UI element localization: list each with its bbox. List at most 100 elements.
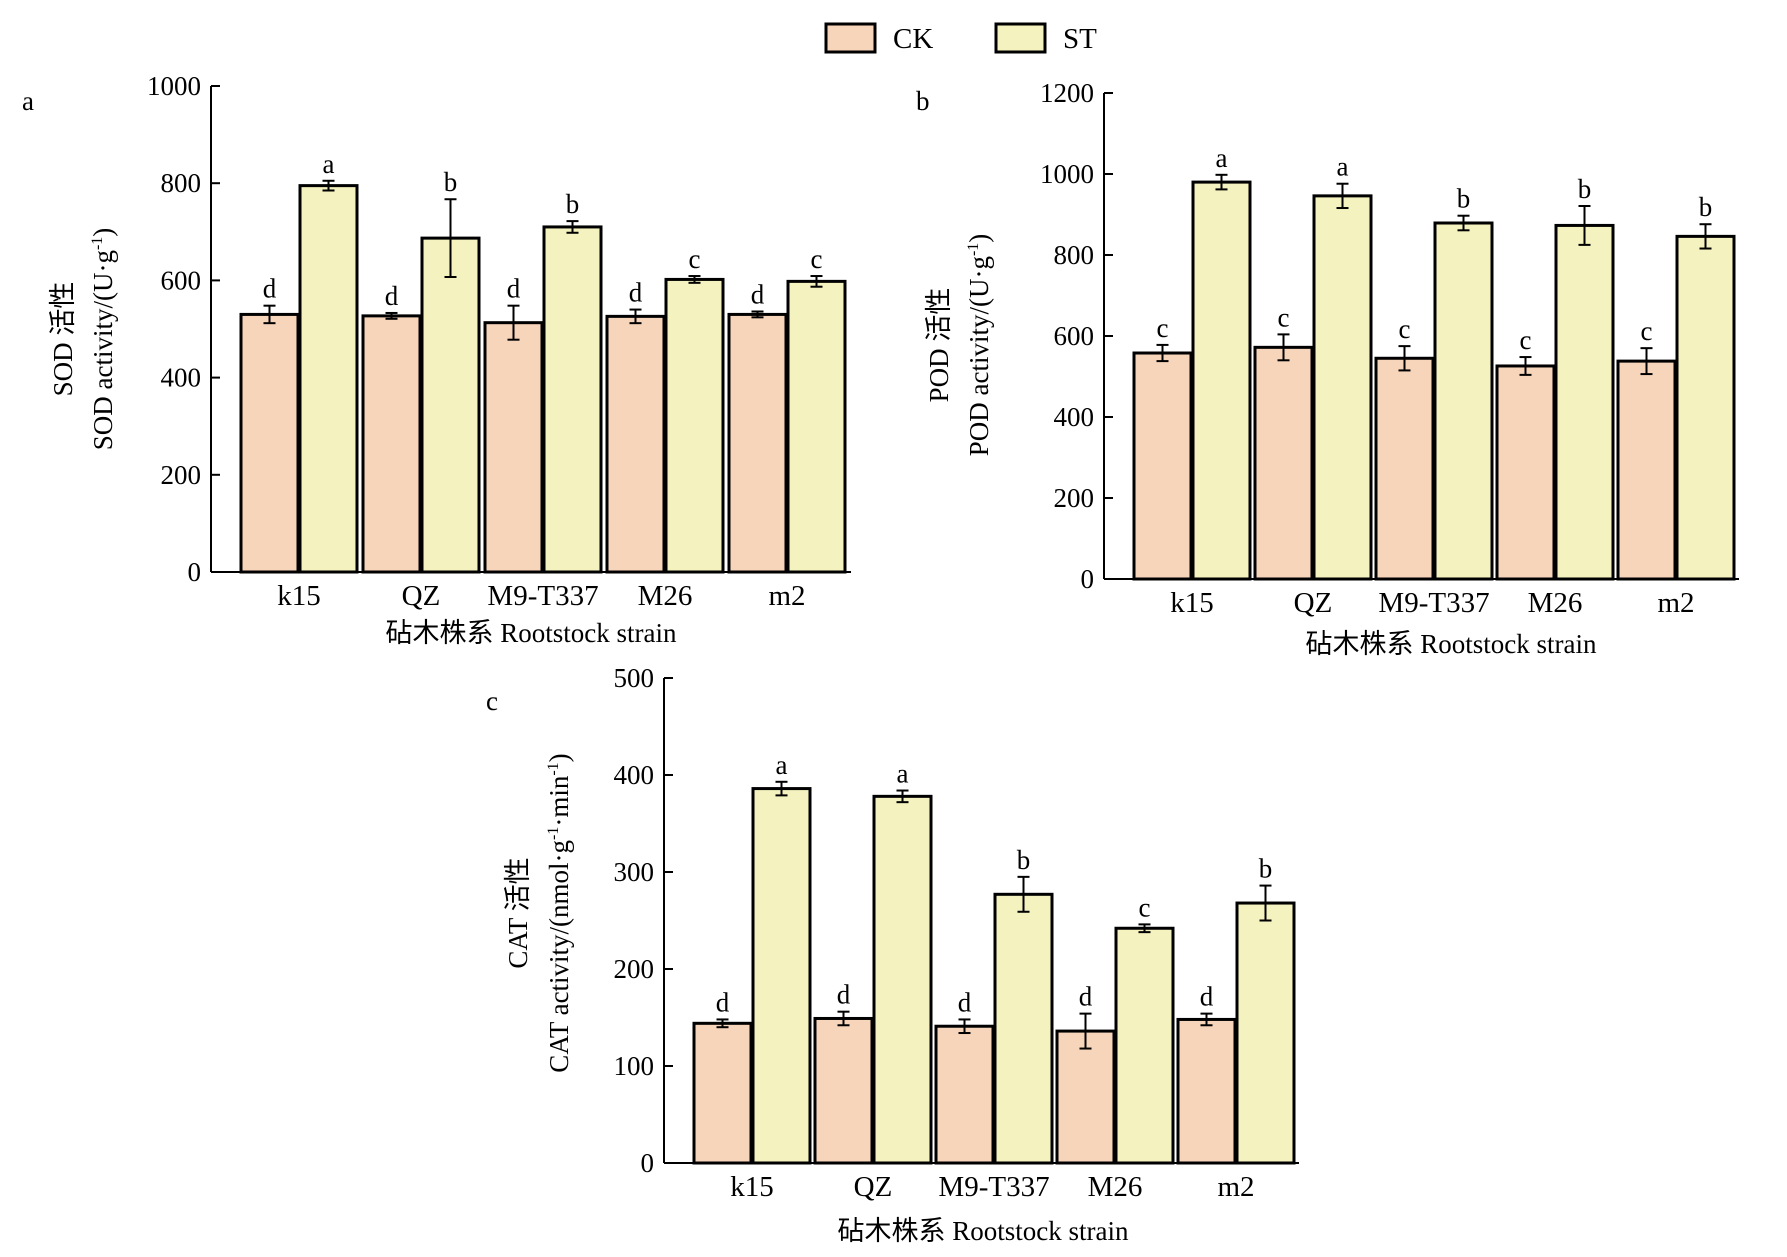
x-axis-label-cat: 砧木株系 Rootstock strain bbox=[838, 1216, 1129, 1246]
x-category-label: M9-T337 bbox=[1378, 587, 1489, 619]
x-category-label: QZ bbox=[854, 1171, 893, 1203]
y-tick-label: 800 bbox=[161, 168, 202, 198]
significance-letter: d bbox=[385, 281, 399, 311]
bar-st bbox=[993, 892, 1054, 1165]
bar-st bbox=[1114, 926, 1175, 1165]
y-tick-label: 100 bbox=[614, 1051, 655, 1081]
y-tick-label: 400 bbox=[1054, 402, 1095, 432]
significance-letter: c bbox=[1641, 316, 1653, 346]
x-category-label: QZ bbox=[402, 580, 441, 612]
bar-ck bbox=[1374, 356, 1435, 581]
bar-st bbox=[298, 184, 359, 574]
significance-letter: d bbox=[629, 278, 643, 308]
y-axis-label-en-pod: POD activity/(U·g-1) bbox=[964, 234, 994, 457]
significance-letter: b bbox=[444, 167, 458, 197]
x-category-label: k15 bbox=[730, 1171, 774, 1203]
bar-ck bbox=[727, 312, 788, 574]
x-category-label: M26 bbox=[638, 580, 693, 612]
chart-panel-pod: b POD 活性 POD activity/(U·g-1) 砧木株系 Roots… bbox=[916, 78, 1739, 659]
bar-ck bbox=[934, 1024, 995, 1165]
significance-letter: c bbox=[1157, 313, 1169, 343]
bar-ck bbox=[239, 312, 300, 574]
significance-letter: c bbox=[689, 244, 701, 274]
y-tick-label: 1000 bbox=[147, 71, 201, 101]
panel-label-c: c bbox=[486, 686, 498, 716]
legend-swatch-st bbox=[994, 22, 1047, 54]
y-axis-label-cn-pod: POD 活性 bbox=[924, 288, 954, 403]
significance-letter: d bbox=[263, 274, 277, 304]
significance-letter: c bbox=[811, 244, 823, 274]
bar-st bbox=[786, 279, 847, 574]
bar-st bbox=[751, 787, 812, 1165]
bar-ck bbox=[692, 1021, 753, 1165]
y-tick-label: 400 bbox=[161, 363, 202, 393]
panel-label-a: a bbox=[22, 86, 34, 116]
y-tick-label: 1000 bbox=[1040, 159, 1094, 189]
x-category-label: m2 bbox=[1657, 587, 1694, 619]
y-tick-label: 0 bbox=[641, 1148, 655, 1178]
bar-ck bbox=[605, 314, 666, 574]
y-tick-label: 200 bbox=[614, 954, 655, 984]
bar-st bbox=[1554, 223, 1615, 581]
significance-letter: b bbox=[1259, 854, 1273, 884]
legend-swatch-ck bbox=[824, 22, 877, 54]
legend-label-ck: CK bbox=[893, 23, 933, 55]
y-axis-label-cn-sod: SOD 活性 bbox=[48, 282, 78, 397]
bar-ck bbox=[1132, 351, 1193, 581]
y-axis-label-en-cat: CAT activity/(nmol·g-1·min-1) bbox=[544, 753, 574, 1072]
bar-st bbox=[1191, 180, 1252, 581]
x-category-label: M26 bbox=[1088, 1171, 1143, 1203]
significance-letter: b bbox=[1017, 845, 1031, 875]
y-tick-label: 200 bbox=[161, 460, 202, 490]
significance-letter: b bbox=[1578, 174, 1592, 204]
x-axis-label-sod: 砧木株系 Rootstock strain bbox=[386, 618, 677, 648]
significance-letter: c bbox=[1139, 892, 1151, 922]
significance-letter: c bbox=[1520, 325, 1532, 355]
bar-st bbox=[664, 277, 725, 574]
legend-label-st: ST bbox=[1063, 23, 1097, 55]
chart-panel-sod: a SOD 活性 SOD activity/(U·g-1) 砧木株系 Roots… bbox=[22, 71, 851, 648]
x-category-label: m2 bbox=[1217, 1171, 1254, 1203]
chart-panel-cat: c CAT 活性 CAT activity/(nmol·g-1·min-1) 砧… bbox=[486, 663, 1299, 1246]
bar-ck bbox=[361, 314, 422, 574]
bar-ck bbox=[1253, 345, 1314, 581]
y-tick-label: 1200 bbox=[1040, 78, 1094, 108]
bar-ck bbox=[1055, 1029, 1116, 1165]
x-category-label: M9-T337 bbox=[487, 580, 598, 612]
x-category-label: M26 bbox=[1528, 587, 1583, 619]
significance-letter: d bbox=[1200, 982, 1214, 1012]
significance-letter: c bbox=[1399, 314, 1411, 344]
y-axis-label-cn-cat: CAT 活性 bbox=[503, 857, 533, 968]
y-tick-label: 200 bbox=[1054, 483, 1095, 513]
y-tick-label: 0 bbox=[188, 557, 202, 587]
bar-st bbox=[1675, 234, 1736, 581]
bar-ck bbox=[1495, 364, 1556, 581]
x-axis-label-pod: 砧木株系 Rootstock strain bbox=[1306, 629, 1597, 659]
bar-st bbox=[872, 794, 933, 1165]
significance-letter: d bbox=[751, 280, 765, 310]
significance-letter: c bbox=[1278, 302, 1290, 332]
legend: CK ST bbox=[824, 22, 1097, 55]
significance-letter: d bbox=[958, 987, 972, 1017]
x-category-label: M9-T337 bbox=[938, 1171, 1049, 1203]
y-tick-label: 600 bbox=[161, 265, 202, 295]
y-tick-label: 600 bbox=[1054, 321, 1095, 351]
significance-letter: d bbox=[1079, 982, 1093, 1012]
x-category-label: QZ bbox=[1294, 587, 1333, 619]
y-axis-label-en-sod: SOD activity/(U·g-1) bbox=[88, 228, 118, 451]
panel-label-b: b bbox=[916, 86, 930, 116]
bar-st bbox=[1312, 194, 1373, 581]
significance-letter: a bbox=[776, 750, 788, 780]
bar-ck bbox=[813, 1016, 874, 1165]
significance-letter: a bbox=[323, 149, 335, 179]
bar-ck bbox=[1616, 359, 1677, 581]
bar-st bbox=[1235, 901, 1296, 1165]
y-tick-label: 800 bbox=[1054, 240, 1095, 270]
bar-ck bbox=[1176, 1017, 1237, 1165]
significance-letter: b bbox=[1457, 184, 1471, 214]
x-category-label: k15 bbox=[1170, 587, 1214, 619]
significance-letter: b bbox=[1699, 192, 1713, 222]
bar-st bbox=[542, 225, 603, 574]
significance-letter: a bbox=[1337, 152, 1349, 182]
significance-letter: a bbox=[897, 759, 909, 789]
